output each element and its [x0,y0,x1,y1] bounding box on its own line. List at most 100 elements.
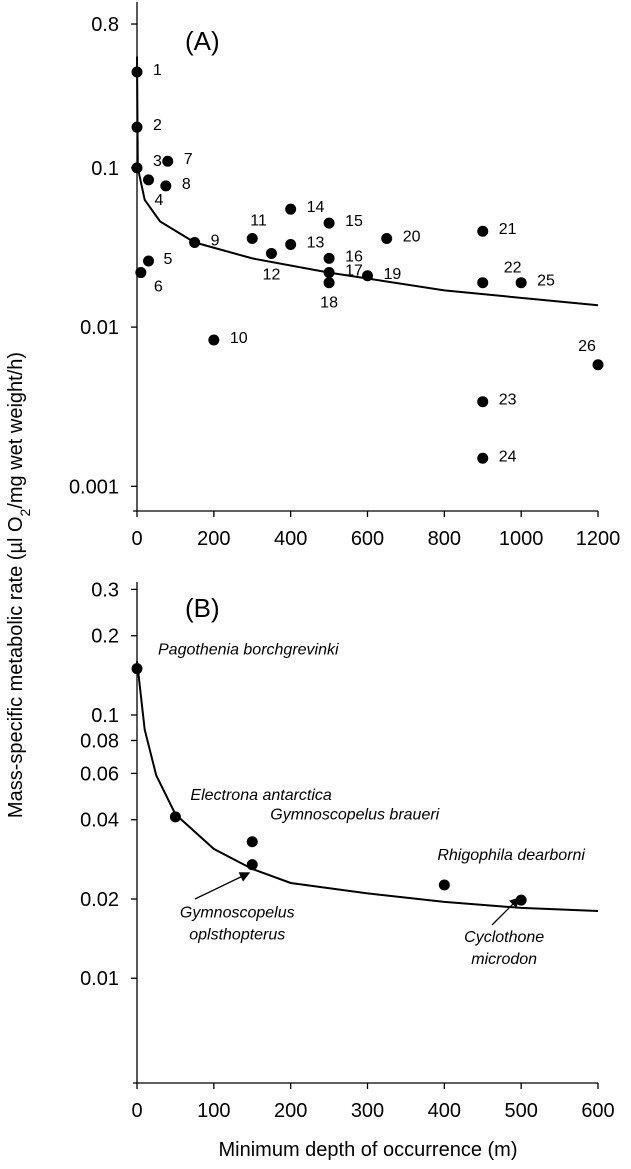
y-tick-label: 0.01 [80,317,119,339]
x-tick-label: 0 [131,528,142,550]
data-point [246,859,258,871]
data-point [323,252,335,264]
point-label: 8 [182,176,191,193]
point-label: 11 [250,212,267,229]
data-point [477,225,489,237]
point-label: 14 [307,199,325,216]
y-tick-label: 0.04 [80,810,119,832]
data-point [189,236,201,248]
y-label-part: Mass-specific metabolic rate (µl O [5,516,27,818]
panel-title: (A) [185,26,220,56]
point-label-line: Gymnoscopelus [180,905,295,922]
point-label: 16 [345,248,363,265]
x-tick-label: 400 [274,528,307,550]
point-label: 3 [153,153,162,170]
point-label: Electrona antarctica [190,787,332,804]
point-label: 13 [307,235,325,252]
point-label: 24 [499,448,517,465]
point-label-line: Pagothenia borchgrevinki [158,642,339,659]
data-point [246,836,258,848]
point-label: 18 [320,295,338,312]
data-point [285,239,297,251]
y-tick-label: 0.3 [91,579,119,601]
data-point [477,277,489,289]
panel-title: (B) [185,593,220,623]
point-label: 17 [345,263,363,280]
point-label-line: Gymnoscopelus braueri [270,807,439,824]
data-point [169,811,181,823]
data-point [265,247,277,259]
y-tick-label: 0.1 [91,158,119,180]
y-tick-label: 0.08 [80,730,119,752]
point-label: 4 [155,192,164,209]
x-tick-label: 300 [351,1100,384,1122]
point-label: Gymnoscopelus braueri [270,807,439,824]
y-tick-label: 0.1 [91,705,119,727]
data-point [362,270,373,282]
y-tick-label: 0.02 [80,889,119,911]
data-point [515,277,527,289]
data-point [135,267,147,279]
x-tick-label: 600 [581,1100,614,1122]
data-point [515,894,527,906]
point-label-line: microdon [471,951,537,968]
arrow [491,897,520,926]
point-label: 10 [230,330,248,347]
data-point [160,180,172,192]
x-tick-label: 800 [428,528,461,550]
data-point [208,334,220,346]
data-point [131,121,143,133]
point-label: 23 [499,392,517,409]
point-label: 9 [211,232,220,249]
data-point [323,277,335,289]
point-label-line: Electrona antarctica [190,787,332,804]
point-label: 12 [263,266,281,283]
data-point [438,879,450,891]
data-point [131,663,143,675]
data-point [143,255,155,267]
y-axis-label: Mass-specific metabolic rate (µl O2/mg w… [5,352,33,818]
point-label: 6 [154,279,163,296]
x-tick-label: 1000 [499,528,544,550]
x-tick-label: 500 [504,1100,537,1122]
data-point [477,396,489,408]
y-tick-label: 0.8 [91,14,119,36]
y-label-part: /mg wet weight/h) [5,352,27,509]
point-label: 5 [164,251,173,268]
x-tick-label: 100 [197,1100,230,1122]
x-tick-label: 400 [428,1100,461,1122]
data-point [592,359,604,371]
y-label-subscript: 2 [17,508,33,516]
data-point [131,66,143,78]
data-point [477,452,489,464]
point-label: 21 [499,221,517,238]
point-label: 19 [384,266,402,283]
arrow [194,872,251,900]
point-label-line: oplsthopterus [189,927,285,944]
x-tick-label: 200 [274,1100,307,1122]
point-label: 2 [153,117,162,134]
data-point [323,267,335,279]
data-point [285,203,297,215]
point-label: 20 [403,228,421,245]
point-label: 26 [578,338,596,355]
data-point [323,217,335,229]
point-label: Gymnoscopelus oplsthopterus [180,905,295,944]
x-axis-label: Minimum depth of occurrence (m) [219,1139,518,1161]
point-label: 22 [504,260,522,277]
point-label: 1 [153,62,162,79]
y-tick-label: 0.01 [80,968,119,990]
data-point [131,162,143,174]
point-label: Cyclothone microdon [464,929,544,968]
point-label-line: Rhigophila dearborni [437,847,585,864]
point-label-line: Cyclothone [464,929,544,946]
x-tick-label: 0 [131,1100,142,1122]
point-label: 7 [184,151,193,168]
y-tick-label: 0.2 [91,626,119,648]
point-label: Rhigophila dearborni [437,847,585,864]
fit-curve [136,56,599,307]
data-point [143,174,155,186]
y-tick-label: 0.001 [69,476,119,498]
